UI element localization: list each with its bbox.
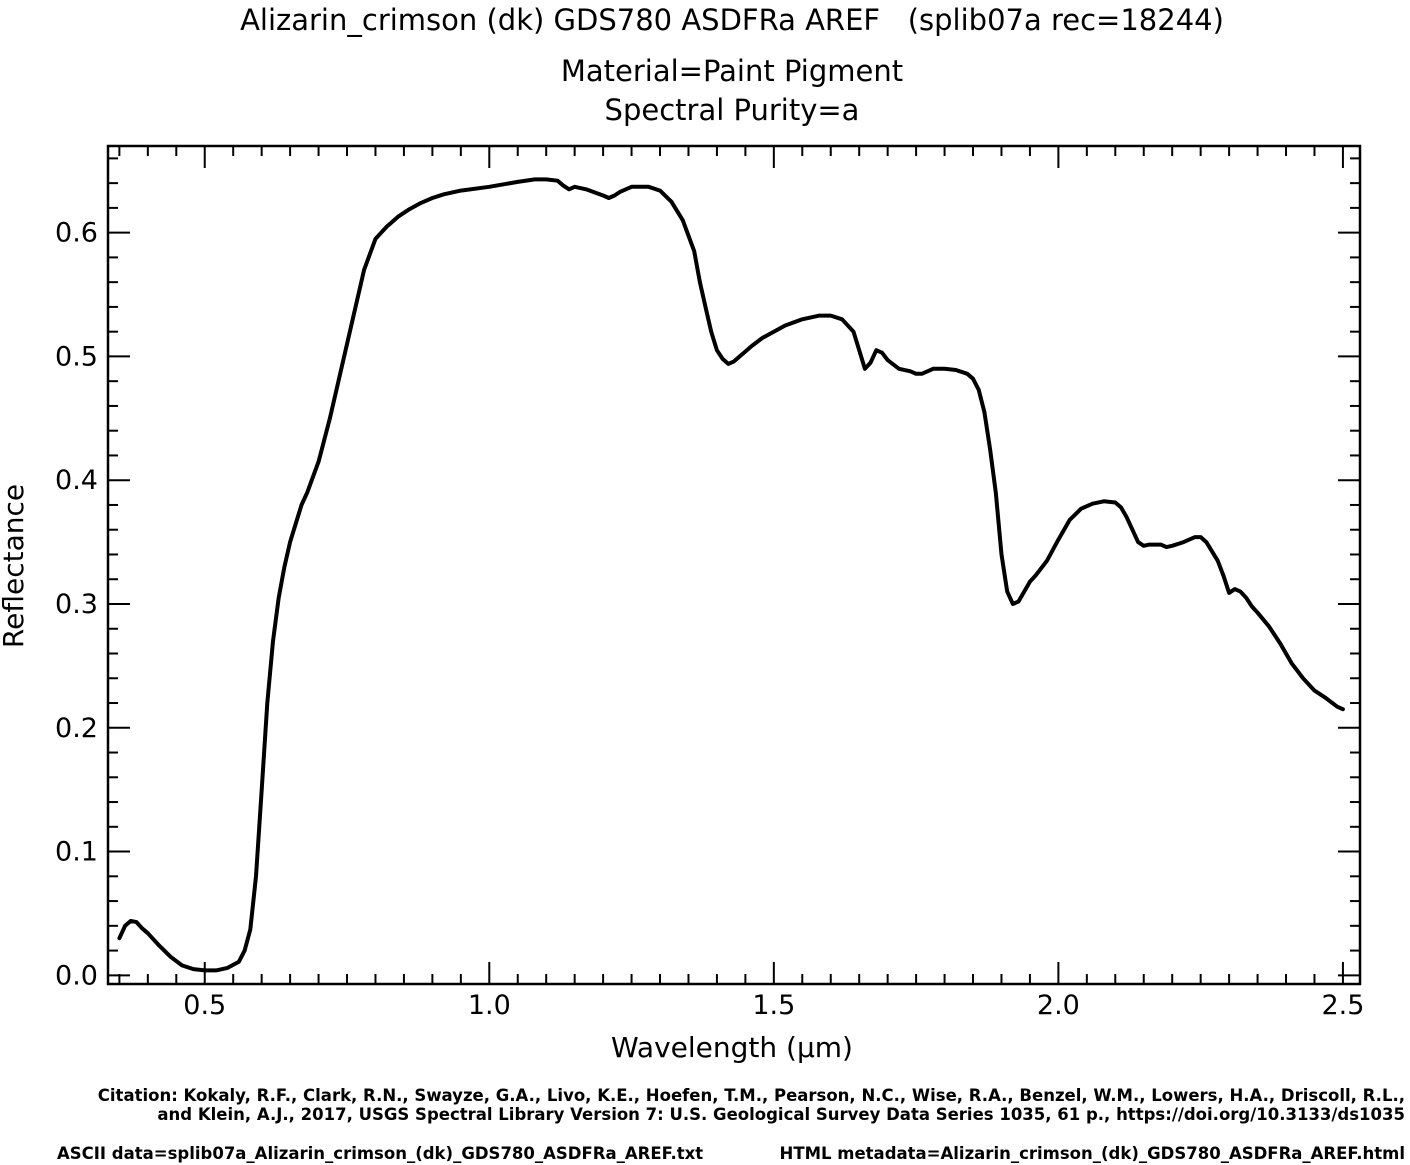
x-axis-label: Wavelength (µm) <box>611 1031 853 1064</box>
chart-title: Alizarin_crimson (dk) GDS780 ASDFRa AREF… <box>240 3 1224 37</box>
x-tick-label: 1.0 <box>468 990 511 1021</box>
html-metadata-filename: HTML metadata=Alizarin_crimson_(dk)_GDS7… <box>780 1144 1405 1163</box>
x-tick-label: 0.5 <box>183 990 226 1021</box>
y-tick-label: 0.4 <box>55 465 98 496</box>
reflectance-series-line <box>117 177 1345 973</box>
x-tick-label: 2.5 <box>1321 990 1364 1021</box>
y-tick-label: 0.5 <box>55 341 98 372</box>
ascii-data-filename: ASCII data=splib07a_Alizarin_crimson_(dk… <box>57 1144 703 1163</box>
y-tick-label: 0.3 <box>55 589 98 620</box>
axis-ticks <box>108 146 1360 984</box>
y-tick-label: 0.1 <box>55 837 98 868</box>
x-tick-label: 2.0 <box>1037 990 1080 1021</box>
y-tick-label: 0.0 <box>55 960 98 991</box>
y-axis-label: Reflectance <box>0 484 30 648</box>
material-subtitle: Material=Paint Pigment <box>561 54 903 88</box>
y-tick-label: 0.6 <box>55 218 98 249</box>
citation-line-1: Citation: Kokaly, R.F., Clark, R.N., Swa… <box>98 1086 1405 1105</box>
purity-subtitle: Spectral Purity=a <box>605 93 860 127</box>
axis-tick-labels: 0.5 1.0 1.5 2.0 2.5 0.0 0.1 0.2 0.3 0.4 0.5 0.6 <box>55 218 1364 1021</box>
x-tick-label: 1.5 <box>752 990 795 1021</box>
citation-line-2: and Klein, A.J., 2017, USGS Spectral Lib… <box>157 1105 1405 1124</box>
plot-frame <box>106 144 1362 986</box>
y-tick-label: 0.2 <box>55 713 98 744</box>
